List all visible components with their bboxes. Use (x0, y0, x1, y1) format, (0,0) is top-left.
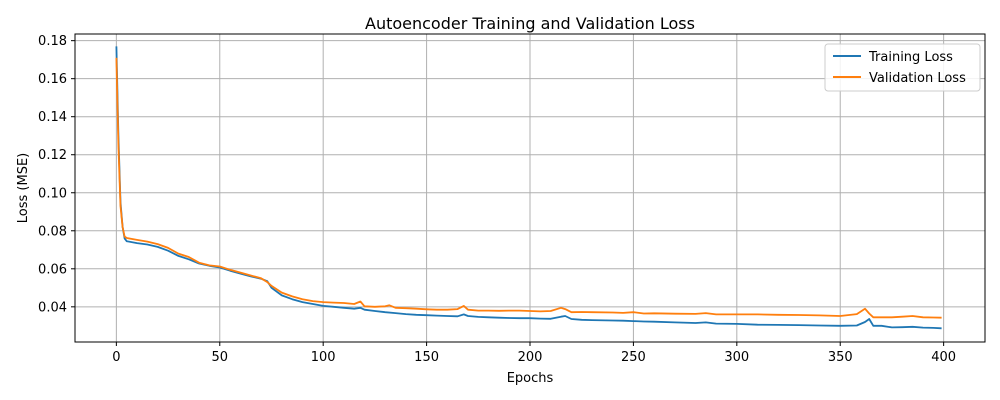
y-tick-label: 0.12 (38, 148, 67, 163)
y-tick-label: 0.16 (38, 72, 67, 87)
axis-ticks: 0 50 100 150 200 250 300 350 400 0.04 0.06 0.08 0.10… (38, 34, 956, 365)
series-line-validation-loss (115, 57, 942, 319)
legend-box (824, 43, 981, 92)
y-axis-label: Loss (MSE) (16, 153, 31, 223)
legend-label-training-loss: Training Loss (868, 50, 953, 65)
y-tick-label: 0.08 (38, 224, 67, 239)
x-tick-label: 0 (112, 350, 120, 365)
x-tick-label: 400 (931, 350, 956, 365)
x-axis-label: Epochs (507, 371, 554, 386)
chart-title: Autoencoder Training and Validation Loss (365, 14, 695, 33)
y-tick-label: 0.14 (38, 110, 67, 125)
x-tick-label: 50 (211, 350, 228, 365)
x-tick-label: 300 (724, 350, 749, 365)
series-lines (115, 46, 942, 330)
y-tick-label: 0.06 (38, 262, 67, 277)
x-tick-label: 250 (621, 350, 646, 365)
x-tick-label: 350 (828, 350, 853, 365)
legend-label-validation-loss: Validation Loss (869, 71, 966, 86)
legend: Training Loss Validation Loss (824, 43, 981, 92)
x-tick-label: 150 (414, 350, 439, 365)
x-tick-label: 200 (518, 350, 543, 365)
y-tick-label: 0.10 (38, 186, 67, 201)
y-tick-label: 0.04 (38, 300, 67, 315)
y-tick-label: 0.18 (38, 34, 67, 49)
x-tick-label: 100 (311, 350, 336, 365)
